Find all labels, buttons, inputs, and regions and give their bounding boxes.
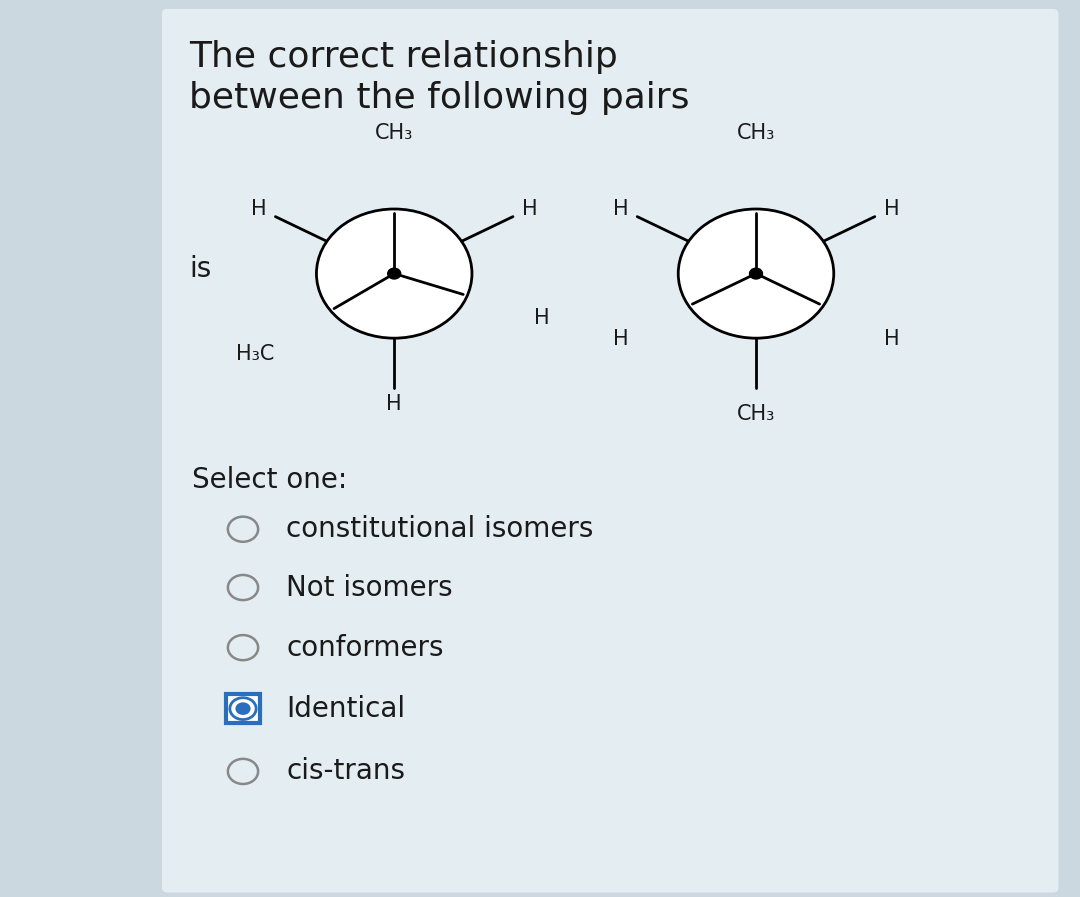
Text: H: H xyxy=(883,198,900,219)
Text: is: is xyxy=(189,255,212,283)
Text: H: H xyxy=(612,198,629,219)
Text: H: H xyxy=(612,328,629,349)
Text: H₃C: H₃C xyxy=(237,344,274,364)
Text: constitutional isomers: constitutional isomers xyxy=(286,515,594,544)
Text: Identical: Identical xyxy=(286,694,405,723)
Circle shape xyxy=(235,702,251,715)
Circle shape xyxy=(316,209,472,338)
Text: between the following pairs: between the following pairs xyxy=(189,81,689,115)
Text: CH₃: CH₃ xyxy=(375,123,414,143)
Bar xyxy=(226,694,260,723)
Circle shape xyxy=(678,209,834,338)
Circle shape xyxy=(750,268,762,279)
Text: conformers: conformers xyxy=(286,633,444,662)
Text: CH₃: CH₃ xyxy=(737,405,775,424)
Text: H: H xyxy=(883,328,900,349)
FancyBboxPatch shape xyxy=(162,9,1058,893)
Text: CH₃: CH₃ xyxy=(737,123,775,143)
Text: The correct relationship: The correct relationship xyxy=(189,40,618,74)
Text: H: H xyxy=(534,308,549,328)
Text: H: H xyxy=(522,198,538,219)
Circle shape xyxy=(388,268,401,279)
Text: cis-trans: cis-trans xyxy=(286,757,405,786)
Text: H: H xyxy=(251,198,267,219)
Text: Not isomers: Not isomers xyxy=(286,573,453,602)
Text: Select one:: Select one: xyxy=(192,466,348,494)
Text: H: H xyxy=(387,394,402,414)
